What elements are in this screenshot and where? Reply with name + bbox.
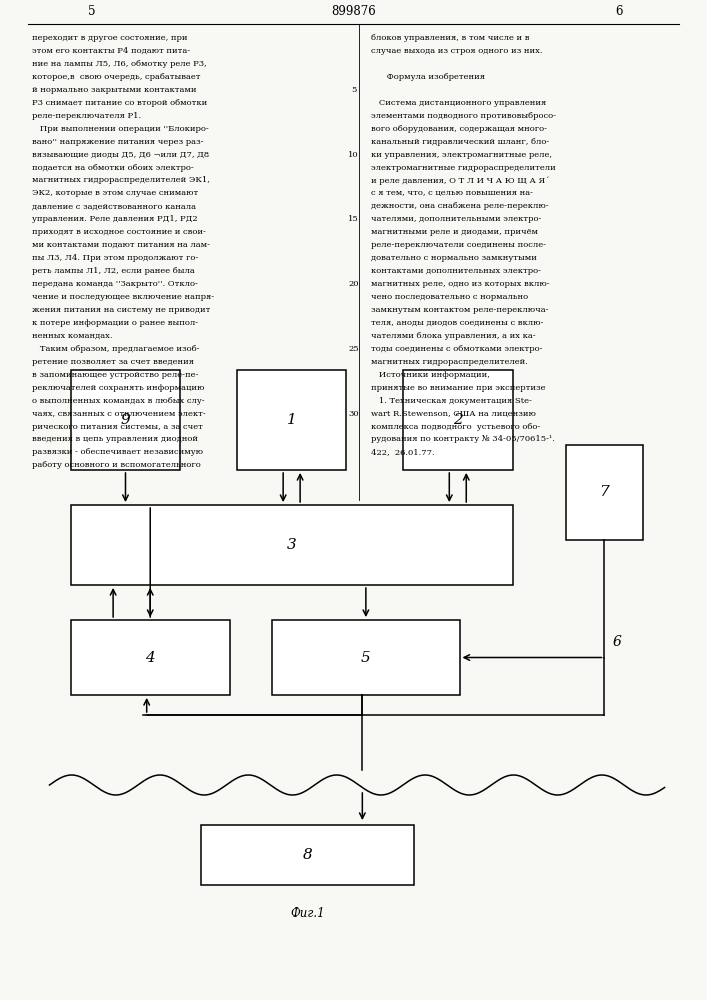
Text: ки управления, электромагнитные реле,: ки управления, электромагнитные реле, (371, 151, 552, 159)
Text: 3: 3 (287, 538, 296, 552)
Text: Формула изобретения: Формула изобретения (371, 73, 485, 81)
Text: жения питания на систему не приводит: жения питания на систему не приводит (32, 306, 210, 314)
Text: Фиг.1: Фиг.1 (291, 907, 325, 920)
Text: довательно с нормально замкнутыми: довательно с нормально замкнутыми (371, 254, 537, 262)
Bar (201, 825, 414, 885)
Text: управления. Реле давления РД1, РД2: управления. Реле давления РД1, РД2 (32, 215, 197, 223)
Text: 9: 9 (121, 413, 130, 427)
Text: Р3 снимает питание со второй обмотки: Р3 снимает питание со второй обмотки (32, 99, 207, 107)
Bar (272, 620, 460, 695)
Text: wart R.Stewenson, США на лицензию: wart R.Stewenson, США на лицензию (371, 410, 536, 418)
Text: 5: 5 (351, 86, 356, 94)
Text: ние на лампы Л5, Л6, обмотку реле Р3,: ние на лампы Л5, Л6, обмотку реле Р3, (32, 60, 206, 68)
Text: магнитных гидрораспределителей.: магнитных гидрораспределителей. (371, 358, 528, 366)
Bar (566, 445, 643, 540)
Text: блоков управления, в том числе и в: блоков управления, в том числе и в (371, 34, 530, 42)
Text: магнитных гидрораспределителей ЭК1,: магнитных гидрораспределителей ЭК1, (32, 176, 210, 184)
Bar (71, 370, 180, 470)
Text: 7: 7 (600, 486, 609, 499)
Bar (237, 370, 346, 470)
Text: в запоминающее устройство реле-пе-: в запоминающее устройство реле-пе- (32, 371, 198, 379)
Text: чателями блока управления, а их ка-: чателями блока управления, а их ка- (371, 332, 536, 340)
Text: этом его контакты Р4 подают пита-: этом его контакты Р4 подают пита- (32, 47, 190, 55)
Text: 8: 8 (303, 848, 312, 862)
Text: 4: 4 (146, 651, 155, 665)
Text: й нормально закрытыми контактами: й нормально закрытыми контактами (32, 86, 197, 94)
Text: ненных командах.: ненных командах. (32, 332, 112, 340)
Text: переходит в другое состояние, при: переходит в другое состояние, при (32, 34, 187, 42)
Text: канальный гидравлический шланг, бло-: канальный гидравлический шланг, бло- (371, 138, 549, 146)
Text: 20: 20 (349, 280, 358, 288)
Text: элементами подводного противовыбросо-: элементами подводного противовыбросо- (371, 112, 556, 120)
Text: рического питания системы, а за счет: рического питания системы, а за счет (32, 423, 203, 431)
Text: 1. Техническая документация Ste-: 1. Техническая документация Ste- (371, 397, 532, 405)
Text: 2: 2 (453, 413, 462, 427)
Text: чаях, связанных с отключением элект-: чаях, связанных с отключением элект- (32, 410, 206, 418)
Text: электромагнитные гидрораспределители: электромагнитные гидрораспределители (371, 163, 556, 172)
Text: комплекса подводного  устьевого обо-: комплекса подводного устьевого обо- (371, 423, 540, 431)
Text: 6: 6 (613, 636, 622, 650)
Text: 899876: 899876 (331, 5, 376, 18)
Text: чателями, дополнительными электро-: чателями, дополнительными электро- (371, 215, 542, 223)
Text: 1: 1 (287, 413, 296, 427)
Text: введения в цепь управления диодной: введения в цепь управления диодной (32, 435, 198, 443)
Text: реле-переключатели соединены после-: реле-переключатели соединены после- (371, 241, 547, 249)
Text: чено последовательно с нормально: чено последовательно с нормально (371, 293, 528, 301)
Text: Система дистанционного управления: Система дистанционного управления (371, 99, 547, 107)
Text: 25: 25 (348, 345, 359, 353)
Text: Таким образом, предлагаемое изоб-: Таким образом, предлагаемое изоб- (32, 345, 199, 353)
Text: пы Л3, Л4. При этом продолжают го-: пы Л3, Л4. При этом продолжают го- (32, 254, 198, 262)
Text: развязки - обеспечивает независимую: развязки - обеспечивает независимую (32, 448, 203, 456)
Text: принятые во внимание при экспертизе: принятые во внимание при экспертизе (371, 384, 546, 392)
Text: 15: 15 (348, 215, 359, 223)
Text: 5: 5 (361, 651, 370, 665)
Text: передана команда ''Закрыто''. Откло-: передана команда ''Закрыто''. Откло- (32, 280, 198, 288)
Text: 10: 10 (348, 151, 359, 159)
Text: чение и последующее включение напря-: чение и последующее включение напря- (32, 293, 214, 301)
Text: реключателей сохранять информацию: реключателей сохранять информацию (32, 384, 204, 392)
Text: дежности, она снабжена реле-переклю-: дежности, она снабжена реле-переклю- (371, 202, 549, 210)
Text: с я тем, что, с целью повышения на-: с я тем, что, с целью повышения на- (371, 189, 533, 197)
Text: контактами дополнительных электро-: контактами дополнительных электро- (371, 267, 541, 275)
Text: Источники информации,: Источники информации, (371, 371, 490, 379)
Text: 5: 5 (88, 5, 95, 18)
Text: вязывающие диоды Д5, Д6 ¬или Д7, Д8: вязывающие диоды Д5, Д6 ¬или Д7, Д8 (32, 151, 209, 159)
Text: ЭК2, которые в этом случае снимают: ЭК2, которые в этом случае снимают (32, 189, 198, 197)
Text: о выполненных командах в любых слу-: о выполненных командах в любых слу- (32, 397, 204, 405)
Text: теля, аноды диодов соединены с вклю-: теля, аноды диодов соединены с вклю- (371, 319, 544, 327)
Text: случае выхода из строя одного из них.: случае выхода из строя одного из них. (371, 47, 543, 55)
Text: замкнутым контактом реле-переключа-: замкнутым контактом реле-переключа- (371, 306, 549, 314)
Text: работу основного и вспомогательного: работу основного и вспомогательного (32, 461, 201, 469)
Text: к потере информации о ранее выпол-: к потере информации о ранее выпол- (32, 319, 198, 327)
Text: 6: 6 (615, 5, 622, 18)
Text: 422,  26.01.77.: 422, 26.01.77. (371, 448, 435, 456)
Text: 30: 30 (348, 410, 359, 418)
Text: реле-переключателя Р1.: реле-переключателя Р1. (32, 112, 141, 120)
Text: При выполнении операции ''Блокиро-: При выполнении операции ''Блокиро- (32, 125, 209, 133)
Bar (71, 620, 230, 695)
Text: вано'' напряжение питания через раз-: вано'' напряжение питания через раз- (32, 138, 204, 146)
Text: реть лампы Л1, Л2, если ранее была: реть лампы Л1, Л2, если ранее была (32, 267, 194, 275)
Text: давление с задействованного канала: давление с задействованного канала (32, 202, 196, 210)
Text: магнитными реле и диодами, причём: магнитными реле и диодами, причём (371, 228, 538, 236)
Text: приходят в исходное состояние и свои-: приходят в исходное состояние и свои- (32, 228, 206, 236)
Text: которое,в  свою очередь, срабатывает: которое,в свою очередь, срабатывает (32, 73, 200, 81)
Text: тоды соединены с обмотками электро-: тоды соединены с обмотками электро- (371, 345, 543, 353)
Text: и реле давления, О Т Л И Ч А Ю Щ А Я´: и реле давления, О Т Л И Ч А Ю Щ А Я´ (371, 176, 549, 185)
Bar (71, 505, 513, 585)
Bar (403, 370, 513, 470)
Text: ми контактами подают питания на лам-: ми контактами подают питания на лам- (32, 241, 210, 249)
Text: ретение позволяет за счет введения: ретение позволяет за счет введения (32, 358, 194, 366)
Text: подается на обмотки обоих электро-: подается на обмотки обоих электро- (32, 163, 194, 172)
Text: магнитных реле, одно из которых вклю-: магнитных реле, одно из которых вклю- (371, 280, 550, 288)
Text: вого оборудования, содержащая много-: вого оборудования, содержащая много- (371, 125, 547, 133)
Text: рудования по контракту № 34-05/70615-¹.: рудования по контракту № 34-05/70615-¹. (371, 435, 555, 443)
